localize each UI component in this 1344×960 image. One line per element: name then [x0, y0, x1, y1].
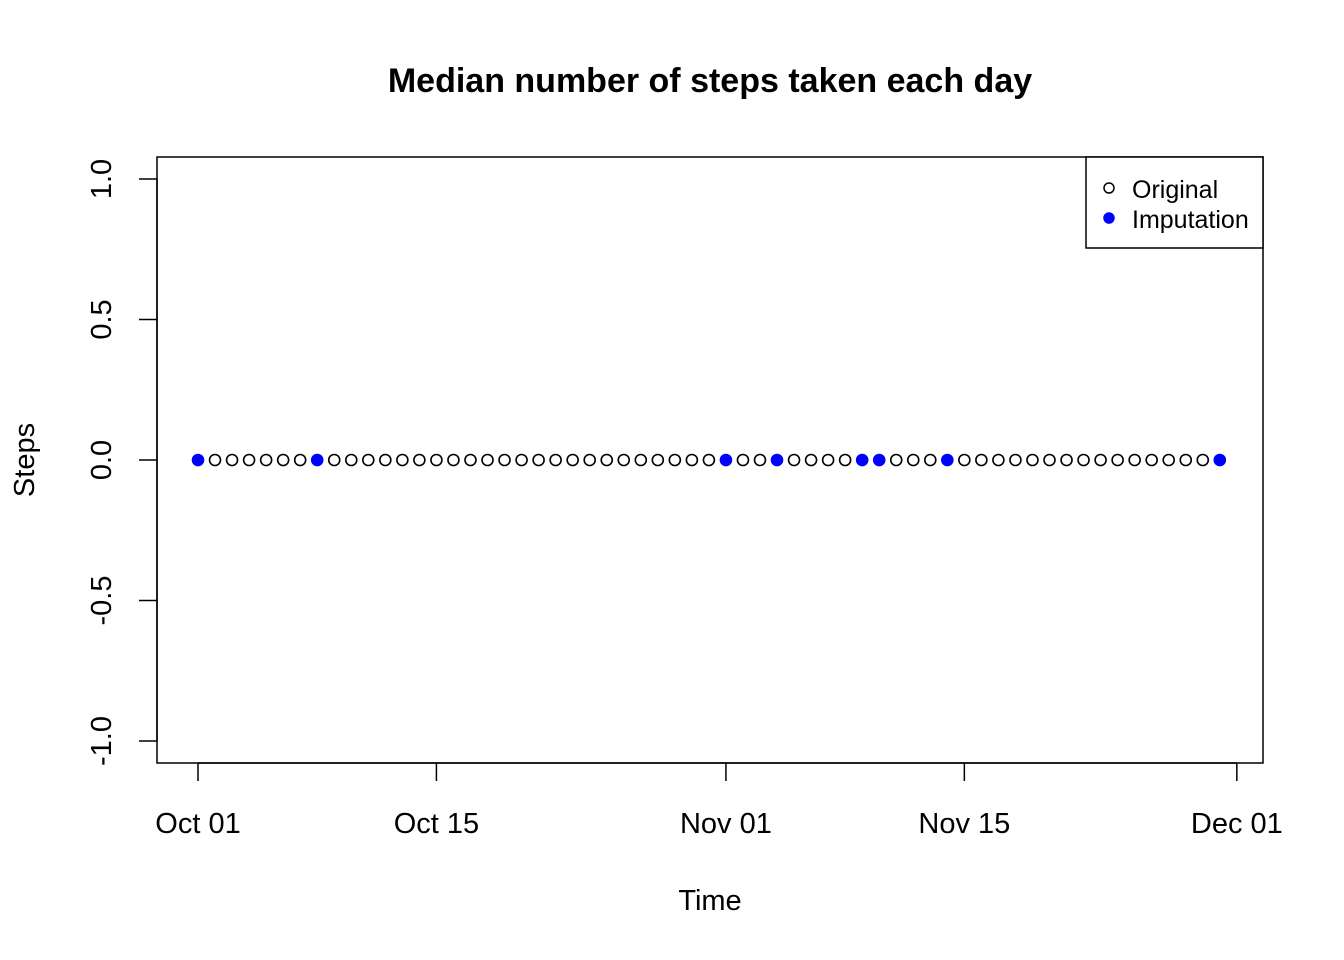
legend-label-imputation: Imputation: [1132, 206, 1249, 234]
y-tick-label: 0.5: [86, 299, 118, 339]
y-tick-label: 0.0: [86, 440, 118, 480]
data-point-original: [1060, 453, 1073, 467]
data-point-original: [787, 453, 801, 467]
y-tick-label: 1.0: [86, 159, 118, 199]
data-point-imputation: [941, 453, 954, 467]
data-point-original: [975, 453, 988, 467]
data-point-original: [276, 453, 290, 467]
data-point-original: [481, 453, 494, 467]
data-point-original: [1026, 453, 1039, 467]
data-point-original: [498, 453, 511, 467]
data-point-imputation: [872, 453, 886, 467]
data-point-original: [259, 453, 273, 467]
data-point-original: [208, 453, 222, 467]
data-point-original: [600, 453, 614, 467]
data-point-original: [1162, 453, 1176, 467]
data-point-original: [242, 453, 256, 467]
y-tick-label: -0.5: [86, 576, 118, 626]
data-point-original: [1128, 453, 1141, 467]
data-point-original: [225, 453, 239, 467]
data-point-imputation: [855, 453, 869, 467]
data-point-original: [838, 453, 852, 467]
data-point-original: [344, 453, 358, 467]
data-point-original: [1077, 453, 1090, 467]
data-point-original: [651, 453, 665, 467]
x-tick-label: Nov 01: [680, 808, 772, 840]
data-point-original: [1009, 453, 1022, 467]
data-point-original: [327, 453, 341, 467]
data-point-original: [1094, 453, 1107, 467]
legend-marker-original: [1103, 182, 1115, 194]
legend-label-original: Original: [1132, 176, 1218, 204]
data-point-original: [396, 453, 409, 467]
data-point-original: [804, 453, 818, 467]
data-point-original: [464, 453, 477, 467]
data-point-original: [1043, 453, 1056, 467]
data-point-original: [515, 453, 528, 467]
data-point-original: [379, 453, 392, 467]
data-point-original: [532, 453, 545, 467]
data-point-imputation: [191, 453, 205, 467]
data-point-original: [1145, 453, 1158, 467]
data-point-original: [923, 453, 937, 467]
data-points: [191, 453, 1227, 467]
legend-marker-imputation: [1103, 212, 1115, 224]
data-point-original: [617, 453, 631, 467]
y-tick-label: -1.0: [86, 716, 118, 766]
legend: Original Imputation: [1085, 156, 1264, 249]
data-point-original: [753, 453, 767, 467]
data-point-original: [702, 453, 716, 467]
x-tick-label: Oct 01: [155, 808, 240, 840]
data-point-original: [293, 453, 307, 467]
data-point-imputation: [1213, 453, 1227, 467]
data-point-original: [821, 453, 835, 467]
chart-title: Median number of steps taken each day: [388, 62, 1032, 100]
data-point-original: [430, 453, 443, 467]
data-point-original: [889, 453, 903, 467]
x-axis-label: Time: [678, 885, 741, 917]
legend-box: [1085, 156, 1264, 249]
data-point-original: [447, 453, 460, 467]
x-tick-label: Nov 15: [918, 808, 1010, 840]
y-axis: 1.0 0.5 0.0 -0.5 -1.0: [86, 159, 158, 766]
data-point-imputation: [770, 453, 784, 467]
data-point-imputation: [310, 453, 324, 467]
data-point-original: [958, 453, 971, 467]
x-axis: Oct 01 Oct 15 Nov 01 Nov 15 Dec 01: [155, 762, 1283, 840]
data-point-original: [992, 453, 1005, 467]
data-point-original: [361, 453, 375, 467]
y-axis-label: Steps: [9, 423, 41, 497]
data-point-original: [634, 453, 648, 467]
data-point-original: [668, 453, 682, 467]
data-point-original: [906, 453, 920, 467]
x-tick-label: Oct 15: [394, 808, 479, 840]
data-point-original: [566, 453, 579, 467]
data-point-imputation: [719, 453, 733, 467]
data-point-original: [413, 453, 426, 467]
data-point-original: [1196, 453, 1210, 467]
x-tick-label: Dec 01: [1191, 808, 1283, 840]
data-point-original: [1111, 453, 1124, 467]
data-point-original: [685, 453, 699, 467]
data-point-original: [1179, 453, 1193, 467]
data-point-original: [583, 453, 596, 467]
data-point-original: [736, 453, 750, 467]
data-point-original: [549, 453, 562, 467]
